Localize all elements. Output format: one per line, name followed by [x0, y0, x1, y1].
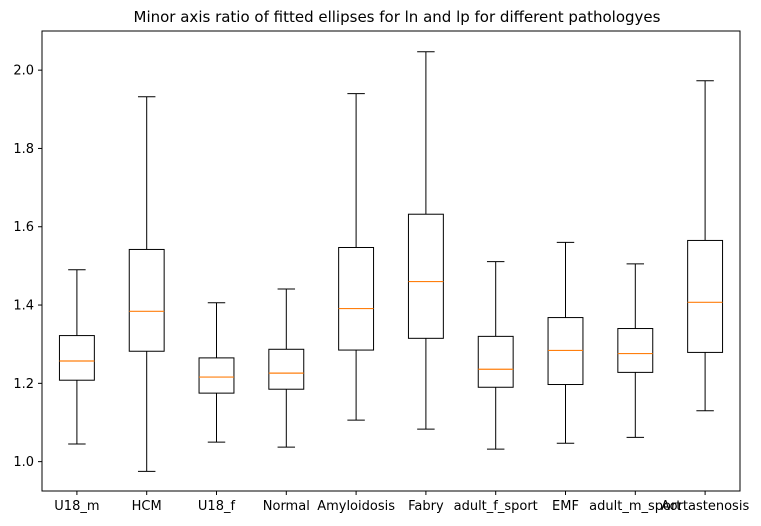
box-iqr	[338, 246, 375, 351]
x-tick-label: Aortastenosis	[661, 499, 749, 514]
box-Aortastenosis	[687, 80, 724, 412]
box-Normal	[268, 288, 305, 448]
y-tick-label: 1.6	[13, 220, 34, 235]
x-tick-label: U18_m	[54, 499, 99, 514]
boxes	[58, 51, 724, 472]
x-tick-label: HCM	[132, 499, 162, 514]
box-iqr	[198, 357, 235, 394]
y-tick-label: 2.0	[13, 64, 34, 79]
y-tick-label: 1.8	[13, 142, 34, 157]
x-tick-label: adult_m_sport	[589, 499, 681, 514]
box-iqr	[687, 239, 724, 353]
y-axis: 1.0 1.2 1.4 1.6 1.8 2.0	[13, 64, 42, 470]
plot-frame	[41, 30, 741, 492]
x-tick-label: U18_f	[198, 499, 236, 514]
box-iqr	[268, 348, 305, 390]
box-Fabry	[407, 51, 444, 430]
box-iqr	[58, 335, 95, 381]
x-tick-label: Fabry	[408, 499, 444, 514]
box-adult_m_sport	[617, 263, 654, 438]
box-EMF	[547, 241, 584, 444]
box-HCM	[128, 96, 165, 472]
box-iqr	[407, 213, 444, 339]
x-tick-label: Amyloidosis	[317, 499, 395, 514]
box-Amyloidosis	[338, 93, 375, 421]
x-axis: U18_m HCM U18_f Normal Amyloidosis Fabry adult…	[54, 491, 749, 514]
box-iqr	[617, 328, 654, 373]
box-U18_m	[58, 269, 95, 445]
x-tick-label: Normal	[263, 499, 310, 514]
box-iqr	[477, 335, 514, 388]
y-tick-label: 1.0	[13, 455, 34, 470]
y-tick-label: 1.2	[13, 377, 34, 392]
box-adult_f_sport	[477, 261, 514, 450]
chart-title: Minor axis ratio of fitted ellipses for …	[134, 8, 661, 26]
box-iqr	[128, 248, 165, 352]
y-tick-label: 1.4	[13, 299, 34, 314]
x-tick-label: adult_f_sport	[454, 499, 538, 514]
x-tick-label: EMF	[552, 499, 579, 514]
box-U18_f	[198, 302, 235, 443]
